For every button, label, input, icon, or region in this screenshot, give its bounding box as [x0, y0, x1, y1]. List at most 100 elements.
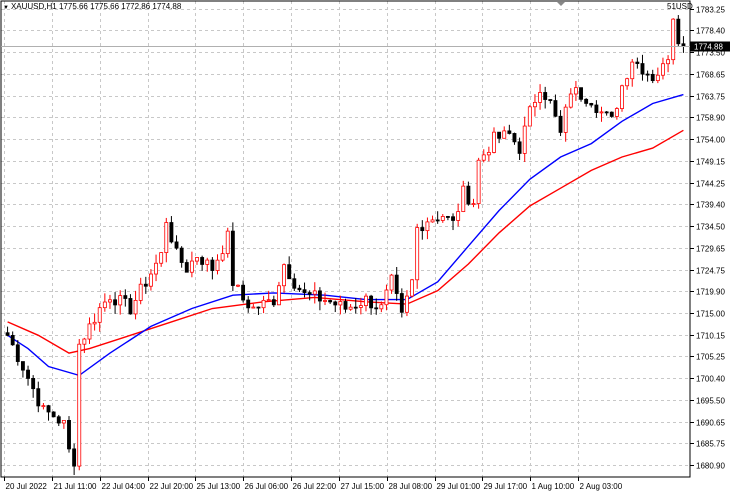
ma-fast-line: [7, 93, 684, 377]
y-tick-label: 1695.50: [696, 397, 725, 406]
candle-body: [358, 305, 363, 308]
y-tick-label: 1734.50: [696, 223, 725, 232]
candle-body: [36, 388, 41, 407]
candle-body: [266, 299, 271, 302]
x-tick-label: 26 Jul 06:00: [245, 482, 289, 491]
y-tick-label: 1724.75: [696, 267, 725, 276]
candle-body: [143, 283, 148, 287]
candle-body: [31, 378, 36, 390]
candle-body: [369, 295, 374, 309]
x-tick-label: 22 Jul 04:00: [102, 482, 146, 491]
candle-body: [323, 300, 327, 302]
y-tick-label: 1773.50: [696, 49, 725, 58]
candle-body: [128, 298, 133, 315]
y-tick-label: 1749.15: [696, 158, 725, 167]
candle-body: [650, 73, 655, 82]
scroll-marker-icon[interactable]: [557, 2, 565, 6]
x-tick-label: 27 Jul 15:00: [341, 482, 385, 491]
y-tick-label: 1705.25: [696, 353, 725, 362]
candle-body: [676, 18, 681, 45]
candle-body: [195, 257, 199, 262]
candle-body: [527, 106, 532, 127]
candle-body: [461, 185, 466, 212]
candle-body: [399, 293, 404, 313]
candle-body: [87, 323, 92, 340]
y-tick-label: 1768.65: [696, 71, 725, 80]
candle-body: [599, 111, 604, 114]
candle-body: [584, 98, 589, 104]
x-tick-label: 28 Jul 08:00: [389, 482, 433, 491]
candle-body: [405, 295, 409, 313]
candle-body: [533, 102, 537, 108]
candle-body: [374, 307, 379, 310]
candle-body: [522, 125, 527, 154]
moving-averages: [7, 93, 684, 377]
symbol-info-text: XAUUSD,H1 1775.66 1775.66 1772.86 1774.8…: [10, 2, 182, 11]
candle-body: [666, 59, 671, 65]
y-tick-label: 1778.40: [696, 27, 725, 36]
candle-body: [20, 361, 25, 371]
candle-body: [108, 299, 112, 303]
ma-slow-line: [7, 129, 684, 354]
y-tick-label: 1754.00: [696, 136, 725, 145]
candle-body: [420, 227, 425, 232]
candle-body: [205, 259, 210, 265]
candle-body: [476, 159, 481, 204]
candle-body: [41, 405, 46, 408]
candle-body: [56, 416, 61, 424]
candle-body: [241, 284, 246, 301]
candle-body: [353, 306, 358, 309]
symbol-dropdown-icon[interactable]: ▼: [3, 5, 9, 11]
candle-body: [589, 103, 594, 106]
candle-body: [92, 321, 97, 325]
candle-body: [102, 301, 107, 309]
account-currency-label: 51USD: [667, 2, 693, 11]
candle-body: [200, 257, 205, 265]
candle-body: [410, 279, 415, 297]
candle-body: [276, 285, 281, 306]
candle-body: [614, 108, 619, 117]
plot-frame: [0, 0, 691, 478]
candle-body: [72, 448, 77, 467]
candle-body: [282, 264, 286, 287]
candle-body: [210, 259, 215, 271]
candle-body: [415, 227, 420, 281]
candle-body: [184, 262, 189, 273]
y-tick-label: 1719.90: [696, 288, 725, 297]
candle-body: [317, 290, 322, 302]
candle-body: [394, 274, 399, 294]
candle-body: [635, 61, 640, 64]
candle-body: [297, 287, 302, 291]
candle-body: [430, 219, 435, 223]
candle-body: [148, 273, 153, 287]
candle-body: [251, 306, 256, 309]
candle-body: [46, 405, 51, 413]
candle-body: [230, 230, 235, 286]
y-tick-label: 1758.90: [696, 114, 725, 123]
candle-body: [620, 85, 624, 109]
candle-body: [292, 278, 297, 289]
candle-body: [553, 100, 558, 117]
candle-body: [261, 299, 266, 309]
candle-body: [287, 264, 292, 280]
candle-body: [507, 130, 512, 134]
candle-body: [343, 301, 348, 310]
candle-body: [379, 304, 384, 310]
candle-body: [169, 222, 174, 243]
y-tick-label: 1744.25: [696, 180, 725, 189]
candle-body: [389, 274, 394, 291]
candle-body: [451, 216, 455, 221]
candle-body: [15, 344, 20, 362]
candle-body: [445, 216, 450, 218]
candle-body: [655, 74, 660, 82]
candle-body: [568, 93, 573, 108]
candle-body: [328, 300, 333, 303]
candle-body: [51, 411, 56, 418]
candle-body: [256, 306, 261, 309]
candle-body: [497, 131, 502, 139]
candle-body: [502, 130, 507, 139]
x-tick-label: 2 Aug 03:00: [580, 482, 623, 491]
candle-body: [579, 87, 583, 100]
